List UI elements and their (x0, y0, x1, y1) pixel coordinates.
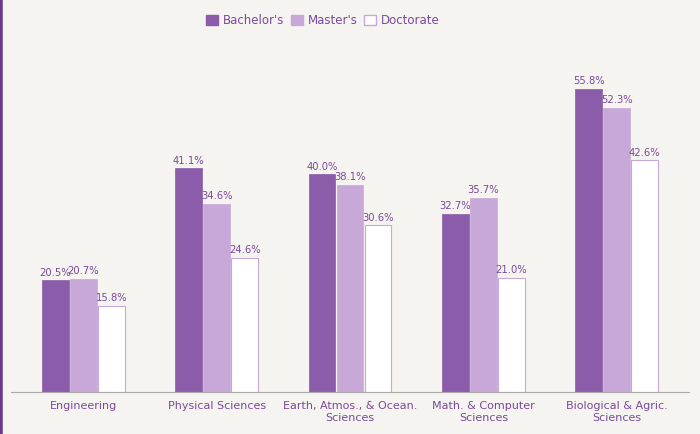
Text: 38.1%: 38.1% (334, 172, 365, 182)
Bar (603, 108, 630, 391)
Text: 52.3%: 52.3% (601, 95, 633, 105)
Bar (203, 204, 230, 391)
Text: 32.7%: 32.7% (440, 201, 471, 211)
Bar (231, 258, 258, 391)
Text: 15.8%: 15.8% (95, 293, 127, 303)
Bar (470, 198, 497, 391)
Bar (309, 174, 335, 391)
Bar (175, 168, 202, 391)
Text: 20.5%: 20.5% (39, 267, 71, 277)
Text: 20.7%: 20.7% (67, 266, 99, 276)
Bar (631, 160, 658, 391)
Bar (575, 89, 602, 391)
Text: 30.6%: 30.6% (363, 213, 394, 223)
Bar (70, 279, 97, 391)
Text: 41.1%: 41.1% (173, 156, 204, 166)
Text: 21.0%: 21.0% (496, 265, 527, 275)
Text: 35.7%: 35.7% (468, 185, 499, 195)
Text: 55.8%: 55.8% (573, 76, 605, 86)
Bar (42, 280, 69, 391)
Text: 24.6%: 24.6% (229, 245, 260, 255)
Text: 34.6%: 34.6% (201, 191, 232, 201)
Bar (98, 306, 125, 391)
Bar (365, 225, 391, 391)
Bar (337, 185, 363, 391)
Legend: Bachelor's, Master's, Doctorate: Bachelor's, Master's, Doctorate (202, 9, 444, 32)
Bar (498, 277, 525, 391)
Bar (442, 214, 469, 391)
Text: 40.0%: 40.0% (307, 161, 337, 172)
Text: 42.6%: 42.6% (629, 148, 661, 158)
